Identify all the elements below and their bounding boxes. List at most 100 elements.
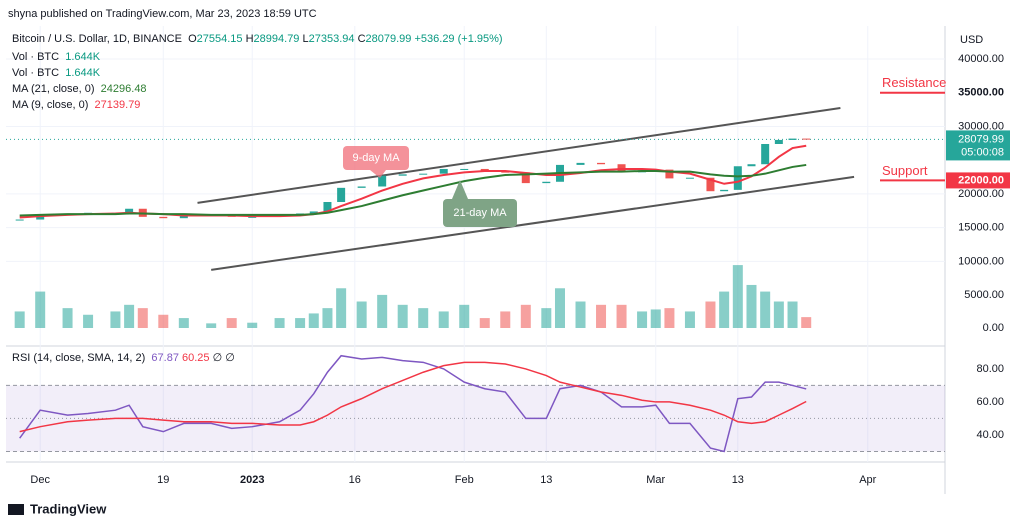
legend-value: 27139.79 (94, 99, 141, 111)
volume-bar (541, 308, 552, 328)
volume-bar (684, 311, 695, 328)
candle-body (706, 177, 715, 192)
volume-bar (35, 291, 46, 328)
volume-bar (746, 284, 757, 328)
volume-bar (377, 294, 388, 328)
volume-bar (178, 318, 189, 328)
legend-value: 24296.48 (100, 83, 147, 95)
candle-body (788, 138, 797, 140)
candle-body (159, 216, 168, 219)
volume-bar (308, 313, 319, 328)
callout: 21-day MA (443, 180, 517, 227)
level-box (946, 84, 1010, 101)
legend-value: ∅ (225, 352, 235, 364)
x-tick-label: Dec (30, 474, 50, 486)
candle-body (685, 177, 694, 179)
volume-bar (62, 308, 73, 328)
legend-label: Vol · BTC (12, 51, 60, 63)
candle-body (398, 174, 407, 176)
currency: USD (960, 34, 983, 46)
volume-bar (356, 301, 367, 328)
countdown: 05:00:08 (961, 146, 1004, 158)
candle-body (378, 175, 387, 187)
header: shyna published on TradingView.com, Mar … (8, 8, 317, 20)
candle-body (720, 189, 729, 192)
candle-body (761, 143, 770, 165)
volume-bar (732, 265, 743, 328)
x-tick-label: 13 (540, 474, 552, 486)
legend-label: RSI (14, close, SMA, 14, 2) (12, 352, 146, 364)
y-tick-label: 30000.00 (958, 120, 1004, 132)
volume-bar (158, 314, 169, 328)
volume-bar (616, 304, 627, 328)
ohlc-value: 28994.79 (253, 33, 300, 45)
volume-bar (719, 291, 730, 328)
candle-body (125, 208, 134, 213)
legend-value: 1.644K (65, 67, 101, 79)
last-price-box (946, 130, 1010, 161)
level-box (946, 172, 1010, 189)
candle-body (439, 168, 448, 174)
volume-bar (500, 311, 511, 328)
candle-body (733, 166, 742, 190)
legend-label: Vol · BTC (12, 67, 60, 79)
volume-bar (110, 311, 121, 328)
volume-bar (418, 308, 429, 328)
legend-label: MA (9, close, 0) (12, 99, 89, 111)
volume-bar (520, 304, 531, 328)
legend-label: MA (21, close, 0) (12, 83, 95, 95)
candle-body (248, 216, 257, 218)
volume-bar (664, 308, 675, 328)
candle-body (309, 211, 318, 214)
y-tick-label: 80.00 (976, 363, 1004, 375)
volume-bar (137, 308, 148, 328)
callout-box (443, 199, 517, 227)
legend-value: 1.644K (65, 51, 101, 63)
callout-text: 21-day MA (453, 207, 507, 219)
y-tick-label: 0.00 (983, 322, 1004, 334)
candle-body (597, 162, 606, 165)
callout-pointer (452, 180, 468, 199)
volume-bar (787, 301, 798, 328)
legend-value: ∅ (212, 352, 223, 364)
callout-pointer (370, 170, 386, 178)
volume-bar (650, 309, 661, 328)
ohlc-value: 27554.15 (196, 33, 243, 45)
x-tick-label: 19 (157, 474, 169, 486)
level-label: Support (882, 163, 928, 178)
ma-line (19, 163, 807, 217)
volume-bar (295, 318, 306, 328)
ohlc-key: O (188, 33, 197, 45)
y-tick-label: 20000.00 (958, 188, 1004, 200)
rsi-legend: RSI (14, close, SMA, 14, 2) 67.87 60.25 … (12, 351, 235, 364)
logo: TradingView (8, 501, 107, 516)
legend-row: Vol · BTC 1.644K (12, 51, 100, 63)
y-tick-label: 40000.00 (958, 53, 1004, 65)
volume-bar (397, 304, 408, 328)
rsi-line (19, 361, 807, 433)
x-tick-label: 13 (732, 474, 744, 486)
volume-bar (596, 304, 607, 328)
change: +536.29 (+1.95%) (414, 33, 503, 45)
candle-body (542, 181, 551, 184)
volume-bar (575, 301, 586, 328)
x-tick-label: Feb (455, 474, 474, 486)
candle-body (460, 168, 469, 170)
volume-bar (322, 308, 333, 328)
callout-text: 9-day MA (352, 152, 400, 164)
level-label: Resistance (882, 75, 946, 90)
y-tick-label: 5000.00 (964, 289, 1004, 301)
logo-mark (8, 504, 24, 515)
volume-bar (801, 317, 812, 328)
brand: TradingView (30, 501, 107, 516)
level-value: 22000.00 (958, 174, 1004, 186)
y-tick-label: 15000.00 (958, 222, 1004, 234)
callout: 9-day MA (343, 146, 409, 178)
last-price: 28079.99 (958, 133, 1004, 145)
candle-body (521, 172, 530, 184)
candle-body (665, 169, 674, 179)
legend-row: Vol · BTC 1.644K (12, 67, 100, 79)
volume-bar (247, 322, 258, 328)
